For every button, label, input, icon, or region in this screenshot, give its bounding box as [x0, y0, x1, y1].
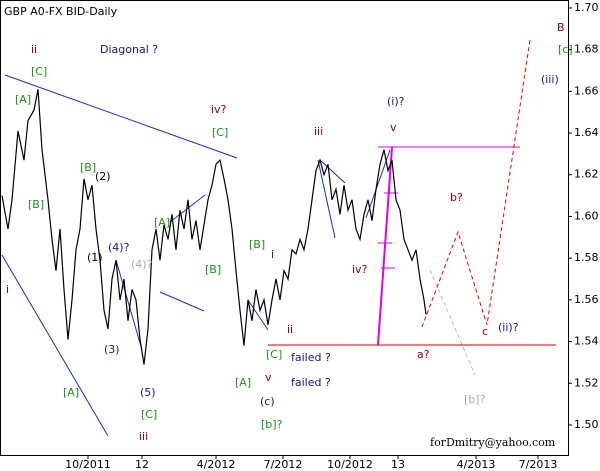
- wave-label: [B]: [249, 238, 265, 251]
- trend-line: [317, 159, 336, 239]
- wave-label: iii: [314, 125, 323, 138]
- x-tick-label: 4/2013: [457, 458, 496, 471]
- y-tick-label: 1.70: [574, 1, 599, 14]
- wave-label: failed ?: [291, 376, 331, 389]
- wave-label: ii: [287, 323, 293, 336]
- wave-label: [B]: [205, 263, 221, 276]
- wave-label: [C]: [266, 348, 282, 361]
- wave-label: [A]: [235, 376, 251, 389]
- wave-label: b?: [450, 191, 463, 204]
- trend-line: [159, 291, 205, 312]
- wave-label: iv?: [352, 263, 368, 276]
- x-tick-label: 4/2012: [197, 458, 236, 471]
- y-tick-label: 1.66: [574, 84, 599, 97]
- wave-label: [b]?: [261, 418, 283, 431]
- y-tick-label: 1.50: [574, 418, 599, 431]
- price-line: [1, 89, 427, 365]
- wave-label: (iii): [541, 73, 559, 86]
- wave-label: (1): [87, 251, 103, 264]
- y-tick-label: 1.58: [574, 251, 599, 264]
- wave-label: [A]: [63, 386, 79, 399]
- wave-label: (4)?: [108, 241, 130, 254]
- wave-label: B: [557, 21, 565, 34]
- y-tick-label: 1.54: [574, 335, 599, 348]
- x-tick-label: 10/2011: [65, 458, 111, 471]
- wave-label: (2): [95, 170, 111, 183]
- wave-label: forDmitry@yahoo.com: [430, 436, 556, 449]
- wave-label: [A]: [15, 93, 31, 106]
- target-line: [377, 146, 393, 346]
- wave-label: [C]: [141, 408, 157, 421]
- wave-label: [b]?: [464, 393, 486, 406]
- wave-label: Diagonal ?: [100, 43, 158, 56]
- x-tick-label: 7/2013: [519, 458, 558, 471]
- plot-frame: [0, 0, 569, 456]
- x-tick-label: 12: [135, 458, 149, 471]
- wave-label: [C]: [212, 126, 228, 139]
- wave-label: [A]: [154, 216, 170, 229]
- y-tick-label: 1.60: [574, 209, 599, 222]
- y-tick-label: 1.64: [574, 126, 599, 139]
- wave-label: i: [271, 248, 274, 261]
- wave-label: [c]: [558, 43, 573, 56]
- x-tick-label: 13: [391, 458, 405, 471]
- wave-label: ii: [31, 43, 37, 56]
- trend-line: [115, 259, 143, 351]
- trend-line: [247, 299, 269, 331]
- wave-label: (4)?: [131, 258, 153, 271]
- y-tick-label: 1.62: [574, 168, 599, 181]
- trend-line: [169, 194, 206, 223]
- wave-label: v: [390, 121, 397, 134]
- y-tick-label: 1.52: [574, 376, 599, 389]
- chart-title: GBP A0-FX BID-Daily: [4, 5, 118, 18]
- y-tick-label: 1.68: [574, 43, 599, 56]
- wave-label: c: [482, 325, 488, 338]
- wave-label: (ii)?: [498, 321, 519, 334]
- wave-label: [C]: [31, 65, 47, 78]
- wave-label: (3): [104, 343, 120, 356]
- wave-label: (i)?: [387, 95, 405, 108]
- wave-label: iv?: [211, 103, 227, 116]
- wave-label: a?: [417, 348, 430, 361]
- wave-label: failed ?: [291, 351, 331, 364]
- wave-label: [B]: [80, 161, 96, 174]
- trend-line: [319, 159, 346, 184]
- x-tick-label: 7/2012: [264, 458, 303, 471]
- projection: [421, 39, 531, 328]
- wave-label: (5): [140, 386, 156, 399]
- wave-label: iii: [139, 430, 148, 443]
- projection: [429, 269, 476, 376]
- trend-line: [1, 254, 109, 437]
- wave-label: (c): [260, 395, 275, 408]
- overlay-lines: [1, 39, 556, 437]
- x-tick-label: 10/2012: [327, 458, 373, 471]
- wave-label: v: [265, 371, 272, 384]
- wave-label: [B]: [28, 198, 44, 211]
- y-tick-label: 1.56: [574, 293, 599, 306]
- trend-line: [4, 74, 238, 159]
- wave-label: i: [6, 283, 9, 296]
